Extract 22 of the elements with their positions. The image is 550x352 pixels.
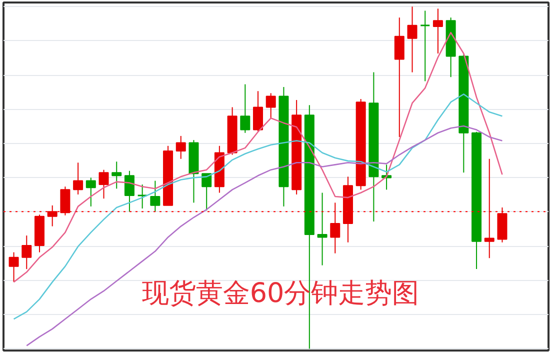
candlestick — [407, 6, 418, 73]
candlestick — [112, 161, 122, 190]
candlestick — [317, 192, 328, 266]
candlestick — [8, 252, 19, 283]
candlestick — [240, 84, 250, 134]
candlestick — [266, 92, 276, 119]
candlestick — [98, 169, 109, 200]
candlestick — [253, 90, 264, 132]
candlestick — [60, 186, 70, 216]
candlestick — [86, 177, 96, 207]
candlestick — [202, 173, 212, 212]
candlestick — [432, 8, 443, 54]
candlestick — [420, 10, 430, 82]
candlestick — [73, 162, 84, 195]
candlestick — [330, 202, 340, 254]
candlestick — [124, 170, 134, 212]
candlestick — [22, 235, 32, 270]
candlestick — [176, 135, 186, 160]
candlestick — [484, 158, 494, 259]
candlestick — [394, 17, 404, 138]
candlestick — [47, 204, 58, 227]
candlestick — [150, 180, 160, 212]
